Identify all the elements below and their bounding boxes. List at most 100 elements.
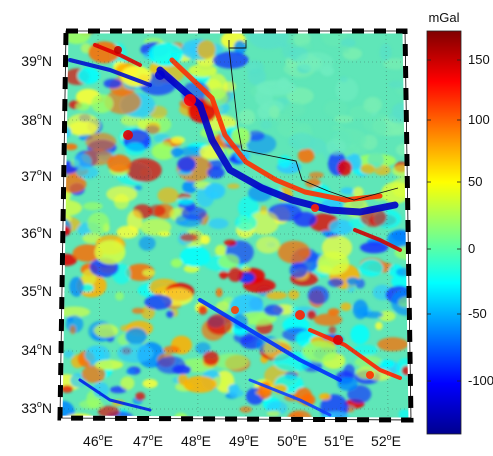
lon-label-49: 49oE [229,432,259,449]
anomaly-patch [283,101,306,118]
anomaly-patch [367,151,384,168]
colorbar-tick-100: 100 [468,112,490,127]
anomaly-patch [379,43,392,61]
anomaly-spot [123,130,133,140]
anomaly-patch [319,393,331,401]
anomaly-patch [103,78,122,89]
anomaly-patch [288,132,315,150]
anomaly-patch [277,120,303,138]
anomaly-patch [289,262,308,278]
anomaly-patch [70,373,87,388]
anomaly-patch [260,119,272,130]
lon-label-47: 47oE [133,432,163,449]
lat-label-35: 35oN [21,282,52,299]
anomaly-patch [309,171,324,179]
anomaly-patch [158,141,172,150]
lon-label-51: 51oE [324,432,354,449]
anomaly-patch [363,96,383,113]
anomaly-patch [375,321,383,330]
anomaly-patch [75,102,90,111]
anomaly-trend [353,228,402,252]
colorbar-tick-50: 50 [468,174,482,189]
anomaly-spot [184,94,196,106]
anomaly-spot [333,335,343,345]
anomaly-patch [213,353,249,370]
anomaly-patch [246,60,264,76]
lat-label-38: 38oN [21,111,52,128]
anomaly-patch [156,356,186,374]
anomaly-spot [295,310,305,320]
lon-label-52: 52oE [371,432,401,449]
anomaly-patch [223,239,237,247]
anomaly-patch [73,153,92,171]
anomaly-patch [353,186,364,199]
anomaly-trend [169,57,383,203]
latitude-labels: 39oN 38oN 37oN 36oN 35oN 34oN 33oN [21,52,52,416]
anomaly-patch [381,361,395,368]
anomaly-patch [288,289,300,300]
anomaly-patch [64,143,78,151]
anomaly-patch [79,399,104,410]
anomaly-patch [135,392,146,401]
anomaly-patch [282,43,295,59]
anomaly-patch [207,166,225,179]
anomaly-patch [142,269,156,277]
colorbar-scale [426,30,462,435]
anomaly-patch [337,377,358,391]
anomaly-patch [146,122,161,134]
anomaly-patch [255,88,273,107]
colorbar-tick-150: 150 [468,52,490,67]
anomaly-patch [125,158,162,182]
anomaly-patch [200,234,211,245]
anomaly-patch [321,230,334,236]
anomaly-patch [180,233,198,242]
anomaly-spot [114,46,122,54]
anomaly-patch [269,105,280,119]
colorbar-tick-minus100: -100 [468,373,493,388]
anomaly-spot [366,371,374,379]
meridian-line [147,31,151,420]
colorbar-tick-minus50: -50 [468,306,487,321]
colorbar-ticks [427,59,461,382]
anomaly-patch [378,310,396,322]
anomaly-patch [117,343,154,363]
anomaly-patch [255,236,281,254]
anomaly-patch [177,156,196,173]
anomaly-patch [277,240,311,264]
anomaly-patch [340,187,355,195]
anomaly-patch [183,265,200,273]
anomaly-patch [377,337,409,352]
anomaly-patch [229,389,244,398]
anomaly-patch [302,340,338,363]
anomaly-patch [60,306,91,318]
anomaly-patch [120,376,135,391]
anomaly-patch [219,270,229,280]
anomaly-patch [331,124,345,132]
anomaly-patch [238,196,259,220]
anomaly-patch [206,313,233,335]
lon-label-48: 48oE [181,432,211,449]
map-grid [60,31,411,420]
lat-label-33: 33oN [21,399,52,416]
anomaly-patch [141,305,155,320]
anomaly-spot [311,204,319,212]
anomaly-patch [97,405,120,418]
anomaly-patch [83,202,103,211]
anomaly-patch [195,342,211,355]
anomaly-patch [231,127,251,146]
anomaly-trend [93,43,142,67]
anomaly-patch [144,294,173,310]
lat-label-37: 37oN [21,167,52,184]
meridian-line [291,31,295,420]
anomaly-patch [180,146,206,158]
anomaly-patch [140,218,172,236]
meridian-line [243,31,247,420]
anomaly-patch [328,278,344,287]
frame-outline [59,30,412,421]
anomaly-patch [324,100,348,117]
anomaly-patch [390,126,408,136]
anomaly-patch [180,246,211,267]
anomaly-patch [246,130,265,141]
lon-label-50: 50oE [277,432,307,449]
